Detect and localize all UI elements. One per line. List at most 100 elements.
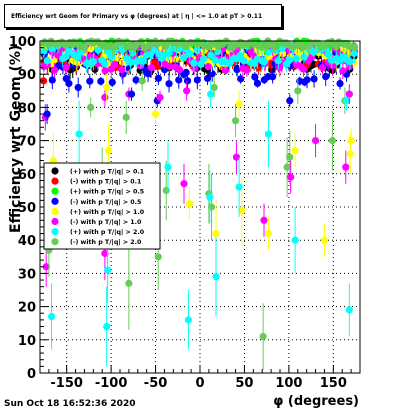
x-tick-label: -50: [144, 376, 168, 391]
data-point: [147, 64, 156, 72]
x-axis-label: φ (degrees): [273, 394, 359, 409]
legend-marker: [51, 238, 59, 246]
data-point: [233, 65, 241, 74]
legend-box: [43, 162, 161, 250]
data-point: [221, 66, 230, 74]
data-point: [328, 137, 337, 145]
data-point: [111, 42, 119, 51]
y-tick-label: 90: [18, 68, 36, 83]
data-point: [287, 173, 295, 181]
legend-marker: [51, 177, 59, 185]
data-point: [203, 74, 212, 83]
chart-title: Efficiency wrt Geom for Primary vs φ (de…: [11, 13, 263, 20]
data-point: [183, 77, 192, 85]
data-point: [212, 273, 220, 281]
data-point: [101, 249, 109, 258]
legend-label: (-) with p T/|q| > 0.1: [70, 179, 141, 187]
data-point: [154, 62, 162, 71]
data-point: [207, 203, 216, 211]
y-tick-label: 40: [18, 234, 36, 249]
data-point: [42, 263, 50, 271]
legend-label: (+) with p T/|q| > 2.0: [70, 229, 145, 237]
data-point: [346, 150, 354, 158]
data-point: [260, 216, 268, 224]
legend-marker: [51, 187, 59, 195]
data-point: [264, 130, 273, 138]
data-point: [65, 79, 73, 88]
data-point: [310, 75, 318, 83]
data-point: [320, 236, 329, 244]
x-tick-label: 150: [320, 376, 347, 391]
timestamp: Sun Oct 18 16:52:36 2020: [4, 399, 136, 409]
data-point: [139, 57, 147, 65]
data-layer: [39, 37, 359, 370]
y-tick-label: 80: [18, 101, 36, 116]
data-point: [235, 183, 243, 191]
data-point: [342, 163, 350, 171]
data-point: [303, 76, 311, 84]
data-point: [126, 58, 135, 66]
y-tick-label: 70: [18, 135, 36, 150]
data-point: [101, 93, 109, 102]
data-point: [190, 59, 198, 67]
data-point: [235, 100, 243, 108]
data-point: [294, 87, 302, 95]
data-point: [144, 70, 152, 78]
data-point: [108, 78, 116, 86]
y-axis-label: Efficiency wrt Geom (%): [8, 45, 24, 233]
data-point: [350, 49, 358, 57]
data-point: [175, 76, 183, 84]
legend-marker: [51, 197, 59, 205]
data-point: [232, 153, 241, 161]
data-point: [345, 306, 353, 314]
data-point: [43, 57, 51, 65]
data-point: [286, 97, 294, 105]
data-point: [175, 66, 184, 74]
data-point: [206, 193, 214, 201]
data-point: [236, 51, 244, 60]
data-point: [48, 76, 56, 84]
data-point: [211, 56, 219, 64]
data-point: [80, 43, 88, 52]
data-point: [107, 65, 115, 73]
data-point: [343, 97, 351, 105]
data-point: [278, 44, 286, 52]
data-point: [182, 68, 190, 76]
data-point: [339, 67, 347, 75]
data-point: [127, 90, 136, 98]
data-point: [104, 146, 113, 155]
data-point: [291, 236, 299, 244]
data-point: [103, 83, 111, 92]
data-point: [210, 83, 218, 92]
data-point: [347, 137, 355, 145]
legend-label: (+) with p T/|q| > 0.1: [70, 169, 144, 177]
data-point: [89, 58, 97, 66]
data-point: [75, 130, 83, 138]
data-point: [184, 316, 193, 324]
data-point: [253, 79, 262, 87]
axis-layer: -150 -100 -50 0 50 100 150 0 10 20 30 40 50 60 70 80 90 1…: [9, 35, 352, 391]
data-point: [101, 59, 109, 68]
data-point: [97, 77, 105, 85]
data-point: [346, 57, 354, 66]
data-point: [156, 93, 164, 102]
data-point: [328, 37, 336, 46]
legend-marker: [51, 217, 59, 226]
y-tick-label: 30: [18, 267, 36, 282]
data-point: [118, 66, 126, 74]
legend-label: (-) with p T/|q| > 0.5: [70, 199, 141, 207]
legend-label: (+) with p T/|q| > 1.0: [70, 209, 145, 217]
y-tick-label: 0: [27, 367, 36, 382]
legend-label: (-) with p T/|q| > 1.0: [70, 219, 142, 227]
data-point: [179, 54, 188, 62]
data-point: [40, 47, 48, 55]
data-point: [285, 56, 294, 64]
data-point: [165, 80, 173, 88]
data-point: [108, 53, 116, 61]
data-point: [204, 63, 212, 71]
data-point: [269, 73, 277, 81]
data-point: [185, 49, 194, 58]
legend-marker: [51, 207, 59, 215]
data-point: [238, 206, 246, 214]
data-point: [111, 60, 119, 68]
